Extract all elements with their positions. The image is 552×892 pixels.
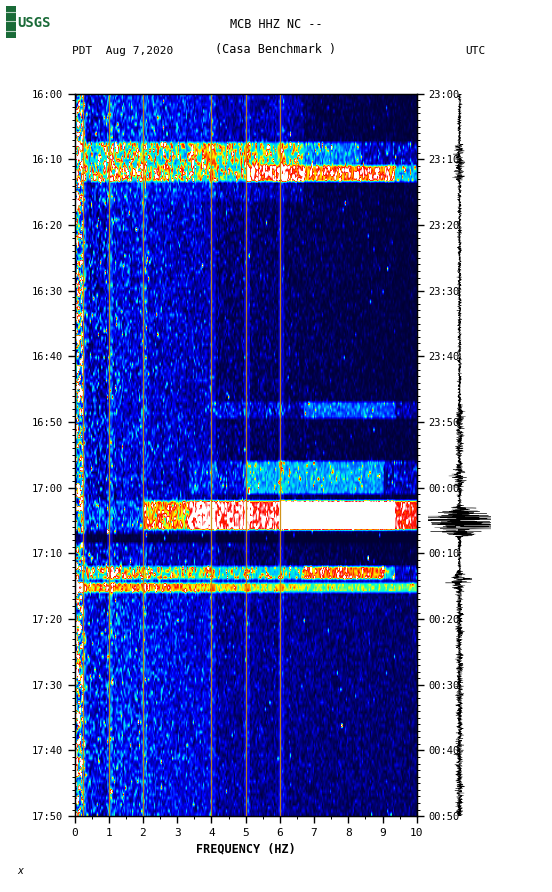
X-axis label: FREQUENCY (HZ): FREQUENCY (HZ)	[196, 842, 295, 855]
FancyBboxPatch shape	[6, 6, 17, 38]
Text: PDT  Aug 7,2020: PDT Aug 7,2020	[72, 46, 173, 56]
Text: $\it{x}$: $\it{x}$	[17, 866, 25, 876]
Text: (Casa Benchmark ): (Casa Benchmark )	[215, 43, 337, 56]
Text: USGS: USGS	[18, 16, 51, 30]
Text: UTC: UTC	[465, 46, 486, 56]
Text: MCB HHZ NC --: MCB HHZ NC --	[230, 18, 322, 31]
